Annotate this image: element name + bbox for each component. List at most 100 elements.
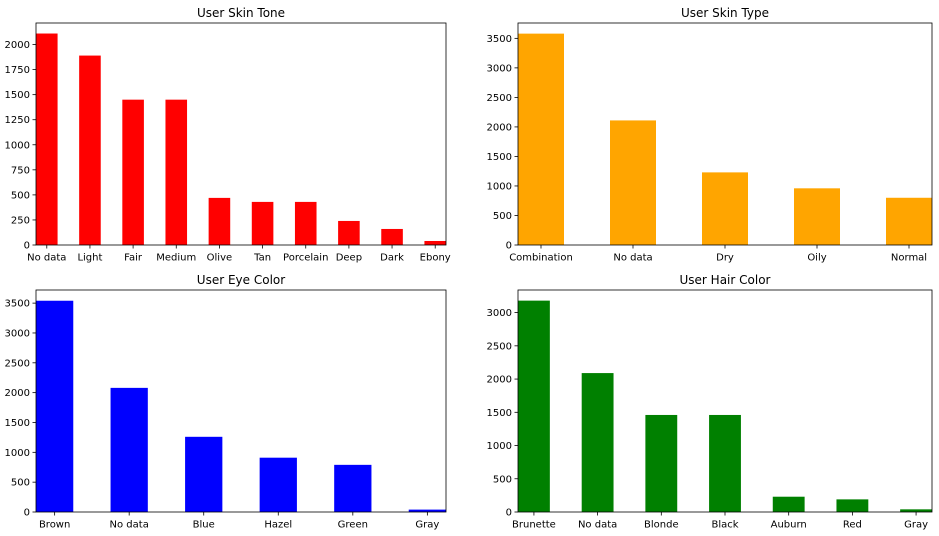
bar-black xyxy=(709,414,741,512)
bar-no-data xyxy=(610,120,656,245)
bar-tan xyxy=(251,201,274,245)
x-tick-label: Porcelain xyxy=(283,253,328,264)
bar-auburn xyxy=(772,496,805,512)
y-tick-label: 250 xyxy=(11,215,30,226)
x-tick-label: No data xyxy=(110,520,149,531)
bar-blue xyxy=(185,436,223,512)
y-tick-label: 3500 xyxy=(487,34,512,45)
y-tick-label: 500 xyxy=(493,474,512,485)
y-tick-label: 3000 xyxy=(487,63,512,74)
y-tick-label: 2000 xyxy=(5,388,30,399)
x-tick-label: Ebony xyxy=(420,253,451,264)
bar-deep xyxy=(338,220,360,245)
x-tick-label: Oily xyxy=(807,253,826,264)
y-tick-label: 0 xyxy=(24,241,30,252)
y-tick-label: 2000 xyxy=(487,375,512,386)
x-tick-label: Auburn xyxy=(771,520,807,531)
y-tick-label: 2500 xyxy=(5,358,30,369)
y-tick-label: 3000 xyxy=(5,328,30,339)
y-tick-label: 3000 xyxy=(487,308,512,319)
y-tick-label: 3500 xyxy=(5,299,30,310)
chart-title: User Eye Color xyxy=(197,273,285,287)
x-tick-label: Blue xyxy=(193,520,215,531)
x-tick-label: Fair xyxy=(124,253,143,264)
y-tick-label: 1000 xyxy=(487,441,512,452)
y-tick-label: 2000 xyxy=(5,40,30,51)
bar-brown xyxy=(36,300,74,512)
y-tick-label: 500 xyxy=(493,211,512,222)
y-tick-label: 1500 xyxy=(5,90,30,101)
x-tick-label: Tan xyxy=(253,253,271,264)
x-tick-label: Dark xyxy=(380,253,404,264)
hair-color-chart: User Hair Color 0 500 1000 1500 2000 2500 3000 B… xyxy=(487,273,933,531)
bar-oily xyxy=(794,188,840,245)
y-tick-label: 0 xyxy=(24,508,30,519)
x-tick-label: Blonde xyxy=(644,520,679,531)
chart-title: User Skin Type xyxy=(681,6,769,20)
y-tick-label: 500 xyxy=(11,478,30,489)
plot-frame xyxy=(35,22,447,246)
bar-dark xyxy=(381,228,403,245)
bar-medium xyxy=(165,99,188,245)
bar-no-data xyxy=(581,373,614,512)
x-tick-label: Dry xyxy=(716,253,734,264)
x-tick-label: Hazel xyxy=(264,520,292,531)
x-tick-label: Red xyxy=(843,520,862,531)
y-tick-label: 1500 xyxy=(487,152,512,163)
bar-ebony xyxy=(424,240,446,245)
y-tick-label: 500 xyxy=(11,190,30,201)
eye-color-chart: User Eye Color 0 500 1000 1500 2000 2500 3000 35… xyxy=(5,273,447,531)
bar-gray xyxy=(900,509,932,512)
y-tick-label: 2500 xyxy=(487,93,512,104)
bar-fair xyxy=(122,99,144,245)
x-tick-label: No data xyxy=(578,520,617,531)
bar-combination xyxy=(518,33,564,245)
bar-green xyxy=(334,464,372,512)
x-tick-label: No data xyxy=(27,253,66,264)
y-tick-label: 2000 xyxy=(487,122,512,133)
y-tick-label: 1500 xyxy=(5,418,30,429)
bar-porcelain xyxy=(294,201,317,245)
x-tick-label: Brunette xyxy=(512,520,556,531)
y-tick-label: 1500 xyxy=(487,408,512,419)
bar-normal xyxy=(886,197,932,245)
plot-frame xyxy=(517,22,933,246)
x-tick-label: Normal xyxy=(891,253,927,264)
bar-no-data xyxy=(110,387,148,512)
y-tick-label: 750 xyxy=(11,165,30,176)
x-tick-label: Brown xyxy=(39,520,70,531)
bar-light xyxy=(79,55,101,245)
bar-gray xyxy=(408,509,446,512)
y-tick-label: 0 xyxy=(506,241,512,252)
x-tick-label: Light xyxy=(77,253,102,264)
x-tick-label: Olive xyxy=(207,253,233,264)
x-tick-label: Black xyxy=(711,520,738,531)
y-tick-label: 1750 xyxy=(5,65,30,76)
skin-tone-chart: User Skin Tone 0 250 500 750 1000 1250 1500 1750… xyxy=(5,6,451,264)
x-tick-label: Combination xyxy=(509,253,573,264)
bar-no-data xyxy=(36,33,58,245)
y-tick-label: 2500 xyxy=(487,341,512,352)
x-tick-label: Green xyxy=(338,520,368,531)
plot-frame xyxy=(517,289,933,513)
y-tick-label: 1000 xyxy=(5,448,30,459)
skin-type-chart: User Skin Type 0 500 1000 1500 2000 2500 3000 35… xyxy=(487,6,933,264)
y-tick-label: 0 xyxy=(506,508,512,519)
y-tick-label: 1000 xyxy=(487,181,512,192)
x-tick-label: Medium xyxy=(156,253,196,264)
bar-hazel xyxy=(259,457,297,512)
plot-frame xyxy=(35,289,447,513)
bar-olive xyxy=(208,197,231,245)
x-tick-label: No data xyxy=(613,253,652,264)
x-tick-label: Deep xyxy=(336,253,362,264)
y-tick-label: 1000 xyxy=(5,140,30,151)
y-tick-label: 1250 xyxy=(5,115,30,126)
bar-dry xyxy=(702,172,748,245)
bar-brunette xyxy=(518,300,550,512)
x-tick-label: Gray xyxy=(904,520,928,531)
bar-blonde xyxy=(645,414,678,512)
bar-red xyxy=(836,499,869,512)
x-tick-label: Gray xyxy=(415,520,439,531)
chart-title: User Hair Color xyxy=(680,273,771,287)
